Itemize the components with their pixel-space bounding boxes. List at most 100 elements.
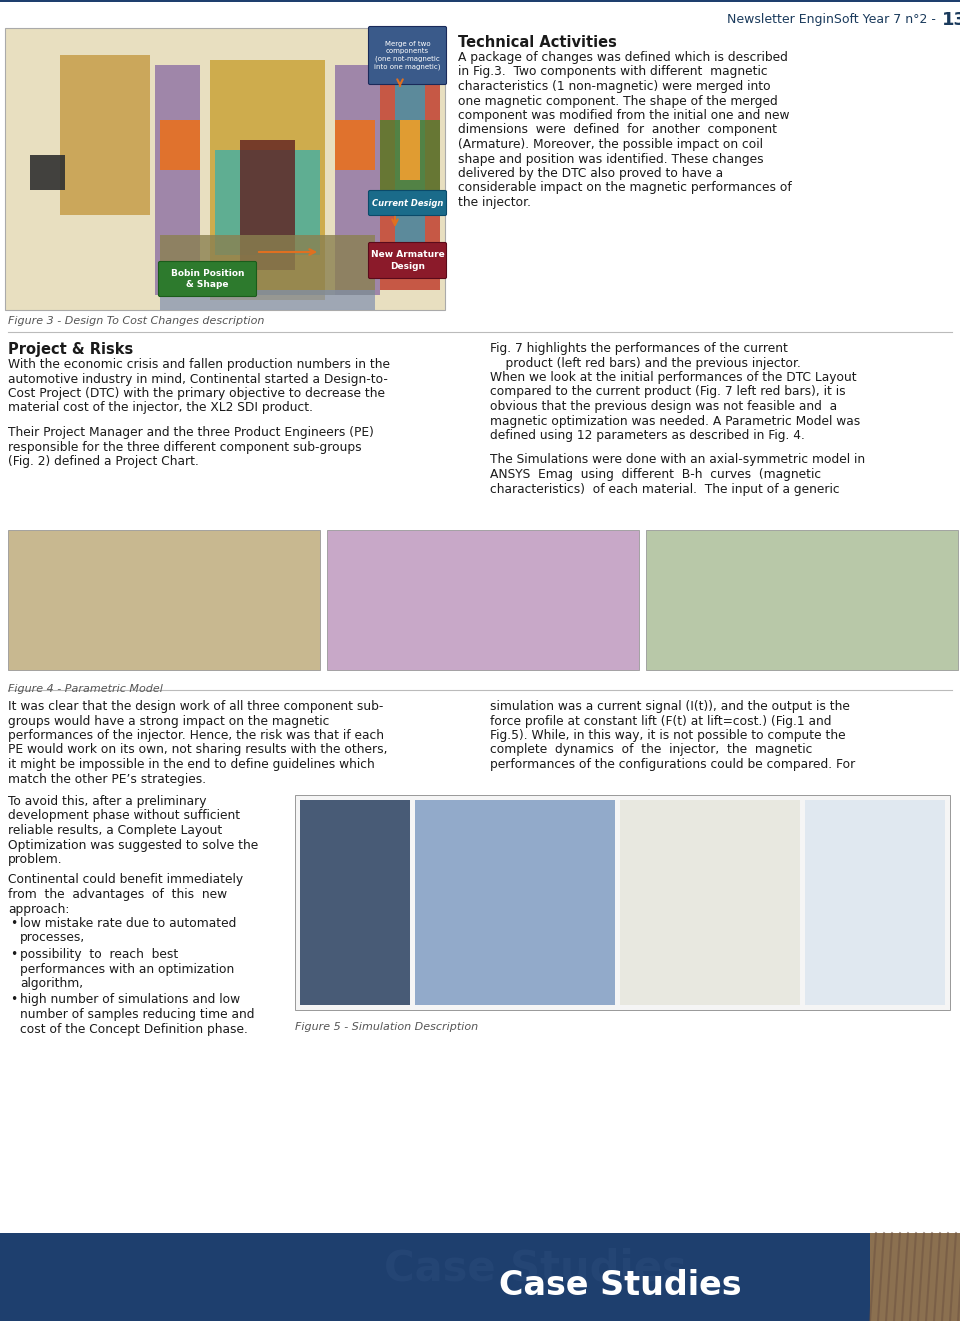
FancyBboxPatch shape [369,243,446,279]
Bar [380,59,440,291]
Text: development phase without sufficient: development phase without sufficient [8,810,240,823]
Bar [160,235,375,295]
Text: The Simulations were done with an axial-symmetric model in: The Simulations were done with an axial-… [490,453,865,466]
Text: in Fig.3.  Two components with different  magnetic: in Fig.3. Two components with different … [458,66,768,78]
Text: groups would have a strong impact on the magnetic: groups would have a strong impact on the… [8,715,329,728]
Bar [380,120,440,199]
Text: •: • [10,993,17,1007]
Text: PE would work on its own, not sharing results with the others,: PE would work on its own, not sharing re… [8,744,388,757]
Text: characteristics (1 non-magnetic) were merged into: characteristics (1 non-magnetic) were me… [458,81,771,92]
Text: (Armature). Moreover, the possible impact on coil: (Armature). Moreover, the possible impac… [458,137,763,151]
Text: dimensions  were  defined  for  another  component: dimensions were defined for another comp… [458,123,777,136]
Bar [870,1232,960,1321]
Text: component was modified from the initial one and new: component was modified from the initial … [458,110,789,122]
Text: processes,: processes, [20,931,85,945]
Text: Case Studies: Case Studies [498,1269,741,1303]
Bar [240,140,295,269]
Text: high number of simulations and low: high number of simulations and low [20,993,240,1007]
Bar [327,530,639,670]
Text: simulation was a current signal (I(t)), and the output is the: simulation was a current signal (I(t)), … [490,700,850,713]
Text: responsible for the three different component sub-groups: responsible for the three different comp… [8,440,362,453]
Text: the injector.: the injector. [458,196,531,209]
Text: delivered by the DTC also proved to have a: delivered by the DTC also proved to have… [458,166,723,180]
Text: algorithm,: algorithm, [20,978,84,989]
Text: performances with an optimization: performances with an optimization [20,963,234,975]
Text: Current Design: Current Design [372,198,444,207]
Text: 13: 13 [942,11,960,29]
Text: it might be impossible in the end to define guidelines which: it might be impossible in the end to def… [8,758,374,771]
Text: (Fig. 2) defined a Project Chart.: (Fig. 2) defined a Project Chart. [8,454,199,468]
Text: match the other PE’s strategies.: match the other PE’s strategies. [8,773,206,786]
Text: number of samples reducing time and: number of samples reducing time and [20,1008,254,1021]
Text: automotive industry in mind, Continental started a Design-to-: automotive industry in mind, Continental… [8,373,388,386]
Bar [335,65,380,295]
Bar [30,155,65,190]
Text: Optimization was suggested to solve the: Optimization was suggested to solve the [8,839,258,852]
Text: product (left red bars) and the previous injector.: product (left red bars) and the previous… [490,357,801,370]
Text: defined using 12 parameters as described in Fig. 4.: defined using 12 parameters as described… [490,429,804,443]
Text: reliable results, a Complete Layout: reliable results, a Complete Layout [8,824,223,838]
Text: performances of the injector. Hence, the risk was that if each: performances of the injector. Hence, the… [8,729,384,742]
Bar [8,530,320,670]
Text: •: • [10,917,17,930]
Text: Continental could benefit immediately: Continental could benefit immediately [8,873,243,886]
Text: problem.: problem. [8,853,62,867]
Text: When we look at the initial performances of the DTC Layout: When we look at the initial performances… [490,371,856,384]
Text: Case Studies: Case Studies [384,1247,686,1289]
FancyBboxPatch shape [369,190,446,215]
Text: magnetic optimization was needed. A Parametric Model was: magnetic optimization was needed. A Para… [490,415,860,428]
Text: one magnetic component. The shape of the merged: one magnetic component. The shape of the… [458,95,778,107]
Text: Merge of two
components
(one not-magnetic
into one magnetic): Merge of two components (one not-magneti… [374,41,441,70]
Text: Fig.5). While, in this way, it is not possible to compute the: Fig.5). While, in this way, it is not po… [490,729,846,742]
Text: ANSYS  Emag  using  different  B-h  curves  (magnetic: ANSYS Emag using different B-h curves (m… [490,468,821,481]
Text: With the economic crisis and fallen production numbers in the: With the economic crisis and fallen prod… [8,358,390,371]
Bar [415,801,615,1005]
Text: performances of the configurations could be compared. For: performances of the configurations could… [490,758,855,771]
Bar [160,120,200,170]
Text: low mistake rate due to automated: low mistake rate due to automated [20,917,236,930]
Text: material cost of the injector, the XL2 SDI product.: material cost of the injector, the XL2 S… [8,402,313,415]
Text: Their Project Manager and the three Product Engineers (PE): Their Project Manager and the three Prod… [8,425,373,439]
Text: complete  dynamics  of  the  injector,  the  magnetic: complete dynamics of the injector, the m… [490,744,812,757]
FancyBboxPatch shape [369,26,446,85]
Text: Figure 5 - Simulation Description: Figure 5 - Simulation Description [295,1022,478,1032]
Text: New Armature
Design: New Armature Design [371,251,444,271]
Text: cost of the Concept Definition phase.: cost of the Concept Definition phase. [20,1022,248,1036]
Text: Figure 3 - Design To Cost Changes description: Figure 3 - Design To Cost Changes descri… [8,316,264,326]
Bar [60,55,150,215]
Bar [0,1232,870,1321]
Text: force profile at constant lift (F(t) at lift=cost.) (Fig.1 and: force profile at constant lift (F(t) at … [490,715,831,728]
Text: Project & Risks: Project & Risks [8,342,133,357]
Text: It was clear that the design work of all three component sub-: It was clear that the design work of all… [8,700,383,713]
Text: Newsletter EnginSoft Year 7 n°2 -: Newsletter EnginSoft Year 7 n°2 - [727,13,940,26]
Text: considerable impact on the magnetic performances of: considerable impact on the magnetic perf… [458,181,792,194]
Bar [805,801,945,1005]
Text: Fig. 7 highlights the performances of the current: Fig. 7 highlights the performances of th… [490,342,788,355]
Bar [155,65,200,295]
Bar [400,120,420,180]
Bar [295,795,950,1011]
Text: characteristics)  of each material.  The input of a generic: characteristics) of each material. The i… [490,482,840,495]
Text: shape and position was identified. These changes: shape and position was identified. These… [458,152,763,165]
Bar [215,151,320,255]
Text: Cost Project (DTC) with the primary objective to decrease the: Cost Project (DTC) with the primary obje… [8,387,385,400]
Text: To avoid this, after a preliminary: To avoid this, after a preliminary [8,795,206,808]
Bar [160,291,375,310]
Text: obvious that the previous design was not feasible and  a: obvious that the previous design was not… [490,400,837,413]
FancyBboxPatch shape [158,262,256,296]
Text: possibility  to  reach  best: possibility to reach best [20,948,179,960]
Bar [646,530,958,670]
Text: from  the  advantages  of  this  new: from the advantages of this new [8,888,228,901]
Bar [5,28,445,310]
Bar [300,801,410,1005]
Bar [0,0,960,3]
Bar [210,59,325,300]
Bar [620,801,800,1005]
Bar [395,81,425,260]
Text: A package of changes was defined which is described: A package of changes was defined which i… [458,52,788,63]
Text: approach:: approach: [8,902,69,915]
Text: Bobin Position
& Shape: Bobin Position & Shape [171,269,244,289]
Text: Figure 4 - Parametric Model: Figure 4 - Parametric Model [8,684,163,694]
Bar [335,120,375,170]
Text: compared to the current product (Fig. 7 left red bars), it is: compared to the current product (Fig. 7 … [490,386,846,399]
